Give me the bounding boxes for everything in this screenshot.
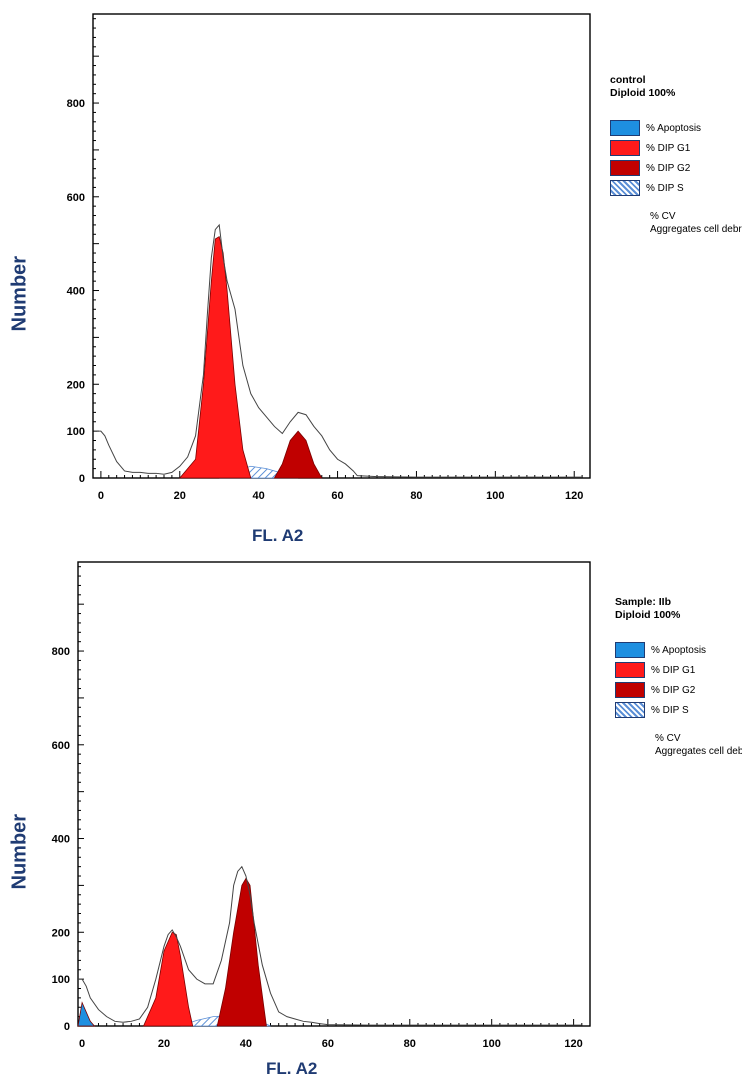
chart-panel-control: 0 100 200 400 600 800 0 20 40 60 80 100 120 Number F… [8,13,742,545]
y-tick-label: 600 [52,740,70,752]
x-tick-label: 60 [331,490,343,502]
legend-swatch [610,180,640,196]
legend-note-aggregates: Aggregates cell debris [655,746,742,757]
x-tick-label: 40 [253,490,265,502]
chart-panel-sample: 0 100 200 400 600 800 0 20 40 60 80 100 120 Number F… [0,548,742,1083]
x-tick-label: 60 [322,1038,334,1050]
legend-swatch [615,702,645,718]
x-axis-label: FL. A2 [252,526,304,545]
legend-item: % DIP G2 [610,158,742,178]
y-axis-label: Number [8,255,31,332]
legend-swatch [615,682,645,698]
y-tick-label: 0 [64,1021,70,1033]
legend-note-cv: % CV [650,211,676,222]
x-tick-label: 20 [158,1038,170,1050]
series-histogram-outline [78,865,582,1026]
legend: control Diploid 100% % Apoptosis % DIP G1… [610,74,742,236]
legend: Sample: IIb Diploid 100% % Apoptosis % DI… [615,596,742,758]
legend-item: % DIP S [615,700,742,720]
legend-swatch [610,160,640,176]
y-axis-label: Number [8,813,31,890]
legend-item: % DIP G2 [615,680,742,700]
series-dip-g1 [178,236,252,479]
legend-swatch [610,140,640,156]
histogram-plot: 0 100 200 400 600 800 0 20 40 60 80 100 120 [67,13,591,502]
plot-frame [77,561,591,1027]
legend-item: % DIP S [610,178,742,198]
legend-note-aggregates: Aggregates cell debris [650,224,742,235]
legend-label: % DIP S [646,182,684,194]
y-tick-label: 400 [52,834,70,846]
x-tick-label: 100 [483,1038,501,1050]
series-histogram-outline [96,223,583,478]
y-tick-label: 800 [67,98,85,110]
legend-label: % DIP G1 [646,142,691,154]
y-tick-label: 800 [52,646,70,658]
series-apoptosis [77,1001,96,1027]
legend-title-line2: Diploid 100% [610,87,676,99]
series-dip-g1 [142,931,194,1027]
legend-title-line1: Sample: IIb [615,596,672,608]
legend-note-cv: % CV [655,733,681,744]
legend-items: % Apoptosis % DIP G1 % DIP G2 % DIP S [610,118,742,198]
y-tick-label: 400 [67,286,85,298]
legend-swatch [610,120,640,136]
legend-label: % DIP G1 [651,664,696,676]
plot-frame [92,13,591,479]
legend-label: % Apoptosis [646,122,702,134]
y-tick-label: 200 [67,379,85,391]
series-dip-g2 [216,877,267,1027]
histogram-plot: 0 100 200 400 600 800 0 20 40 60 80 100 120 [52,561,591,1050]
legend-label: % Apoptosis [651,644,707,656]
x-tick-label: 20 [174,490,186,502]
legend-items: % Apoptosis % DIP G1 % DIP G2 % DIP S [615,640,742,720]
y-tick-label: 100 [52,974,70,986]
y-tick-label: 600 [67,192,85,204]
x-tick-label: 0 [98,490,104,502]
x-tick-label: 80 [410,490,422,502]
legend-item: % DIP G1 [610,138,742,158]
x-tick-label: 0 [79,1038,85,1050]
x-tick-label: 120 [565,490,583,502]
x-axis-label: FL. A2 [266,1059,318,1078]
series-dip-g2 [273,430,323,479]
x-tick-label: 80 [404,1038,416,1050]
y-tick-label: 200 [52,927,70,939]
legend-item: % Apoptosis [615,640,742,660]
x-tick-label: 100 [486,490,504,502]
x-tick-label: 120 [564,1038,582,1050]
legend-title-line2: Diploid 100% [615,609,681,621]
legend-label: % DIP G2 [646,162,691,174]
x-tick-label: 40 [240,1038,252,1050]
legend-swatch [615,642,645,658]
y-tick-label: 100 [67,426,85,438]
legend-title-line1: control [610,74,646,86]
legend-item: % DIP G1 [615,660,742,680]
legend-label: % DIP G2 [651,684,696,696]
legend-swatch [615,662,645,678]
legend-label: % DIP S [651,704,689,716]
y-tick-label: 0 [79,473,85,485]
legend-item: % Apoptosis [610,118,742,138]
